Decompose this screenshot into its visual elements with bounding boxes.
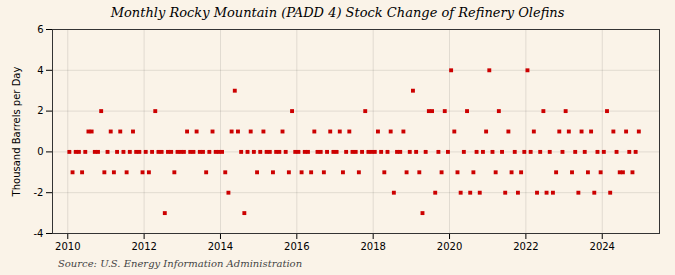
html-text:Source: U.S. Energy Informatio: Source: U.S. Energy Information Administ…: [58, 258, 303, 269]
svg-text:2024: 2024: [590, 241, 615, 252]
svg-text:-2: -2: [34, 187, 44, 198]
svg-text:2018: 2018: [360, 241, 385, 252]
svg-text:6: 6: [37, 24, 43, 35]
svg-text:2012: 2012: [131, 241, 156, 252]
svg-text:4: 4: [37, 65, 43, 76]
svg-text:-4: -4: [34, 228, 44, 239]
svg-text:2: 2: [37, 105, 43, 116]
svg-text:2014: 2014: [208, 241, 233, 252]
svg-text:2016: 2016: [284, 241, 309, 252]
svg-text:2010: 2010: [55, 241, 80, 252]
html-text:Monthly Rocky Mountain (PADD 4: Monthly Rocky Mountain (PADD 4) Stock Ch…: [110, 5, 565, 20]
svg-text:0: 0: [37, 146, 43, 157]
svg-text:Thousand Barrels per Day: Thousand Barrels per Day: [11, 67, 22, 198]
svg-text:2022: 2022: [513, 241, 538, 252]
svg-text:2020: 2020: [437, 241, 462, 252]
